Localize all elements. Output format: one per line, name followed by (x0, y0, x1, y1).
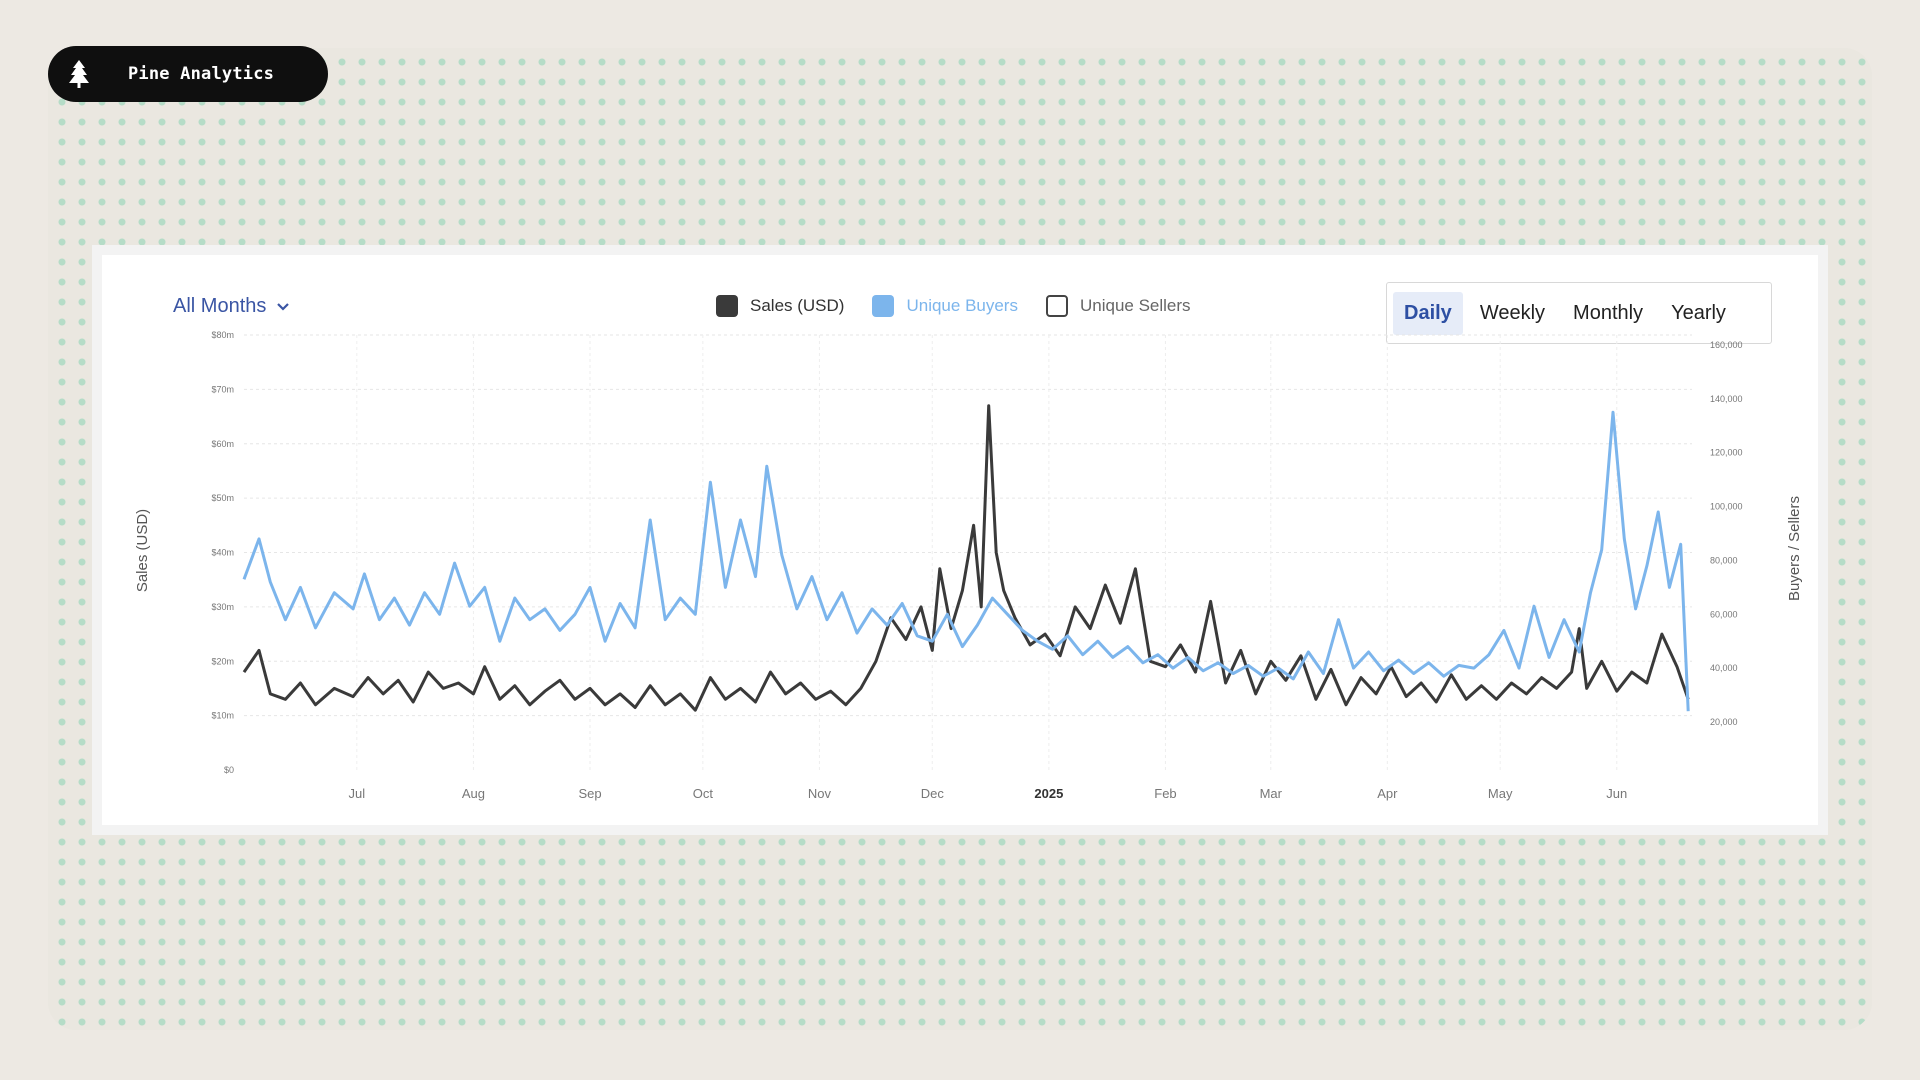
legend-label-sellers: Unique Sellers (1079, 296, 1191, 315)
brand-badge: Pine Analytics (48, 46, 328, 102)
chevron-down-icon (277, 302, 290, 311)
tab-weekly[interactable]: Weekly (1479, 301, 1546, 324)
series-line-sales (242, 404, 1690, 712)
tab-daily[interactable]: Daily (1393, 291, 1463, 335)
legend-item-buyers[interactable]: Unique Buyers (872, 295, 1018, 317)
line-chart: $0 $10m $20m $30m $40m $50m $60m $70m $80m 20,000… (134, 330, 1803, 801)
y-tick-label-right: 100,000 (1710, 502, 1743, 512)
x-tick-label: 2025 (1034, 786, 1063, 801)
x-tick-label: Apr (1377, 786, 1398, 801)
y-tick-label-left: $30m (211, 602, 234, 612)
month-filter-label: All Months (173, 295, 267, 317)
legend-checkbox-buyers[interactable] (872, 295, 895, 317)
legend-item-sellers[interactable]: Unique Sellers (1045, 295, 1191, 317)
x-tick-label: Mar (1260, 786, 1283, 801)
y-tick-label-right: 140,000 (1710, 394, 1743, 404)
y-tick-label-left: $40m (211, 548, 234, 558)
series-line-buyers (242, 410, 1690, 712)
period-tabs: Daily Weekly Monthly Yearly (1386, 282, 1772, 344)
legend-checkbox-sales[interactable] (716, 295, 738, 317)
y-tick-label-right: 80,000 (1710, 555, 1738, 565)
x-tick-label: Sep (578, 786, 601, 801)
brand-name: Pine Analytics (128, 64, 275, 84)
y-tick-label-right: 60,000 (1710, 609, 1738, 619)
chart-legend: Sales (USD) Unique Buyers Unique Sellers (716, 295, 1219, 317)
x-tick-label: May (1488, 786, 1513, 801)
x-tick-label: Nov (808, 786, 832, 801)
x-tick-label: Oct (693, 786, 714, 801)
x-tick-label: Dec (921, 786, 945, 801)
x-tick-label: Aug (462, 786, 485, 801)
y-tick-label-right: 40,000 (1710, 663, 1738, 673)
y-tick-label-left: $70m (211, 384, 234, 394)
y-tick-label-left: $60m (211, 439, 234, 449)
y-tick-label-right: 160,000 (1710, 340, 1743, 350)
y-tick-label-left: $80m (211, 330, 234, 340)
month-filter-dropdown[interactable]: All Months (173, 295, 290, 318)
chart-card: All Months Sales (USD) Unique Buyers Uni… (92, 245, 1828, 835)
x-tick-label: Feb (1154, 786, 1176, 801)
chart-card-inner: All Months Sales (USD) Unique Buyers Uni… (102, 255, 1818, 825)
tab-monthly[interactable]: Monthly (1573, 301, 1644, 324)
legend-item-sales[interactable]: Sales (USD) (716, 295, 844, 317)
x-tick-label: Jul (349, 786, 366, 801)
tab-yearly[interactable]: Yearly (1671, 301, 1726, 324)
y-axis-title-left: Sales (USD) (134, 509, 151, 592)
y-tick-label-left: $0 (224, 765, 234, 775)
y-tick-label-left: $50m (211, 493, 234, 503)
y-axis-title-right: Buyers / Sellers (1786, 496, 1803, 601)
y-tick-label-right: 120,000 (1710, 448, 1743, 458)
pine-tree-icon (62, 57, 96, 91)
legend-checkbox-sellers[interactable] (1045, 295, 1068, 317)
legend-label-buyers: Unique Buyers (906, 296, 1018, 315)
x-tick-label: Jun (1606, 786, 1627, 801)
legend-label-sales: Sales (USD) (750, 296, 845, 315)
y-tick-label-right: 20,000 (1710, 717, 1738, 727)
y-tick-label-left: $10m (211, 711, 234, 721)
y-tick-label-left: $20m (211, 656, 234, 666)
